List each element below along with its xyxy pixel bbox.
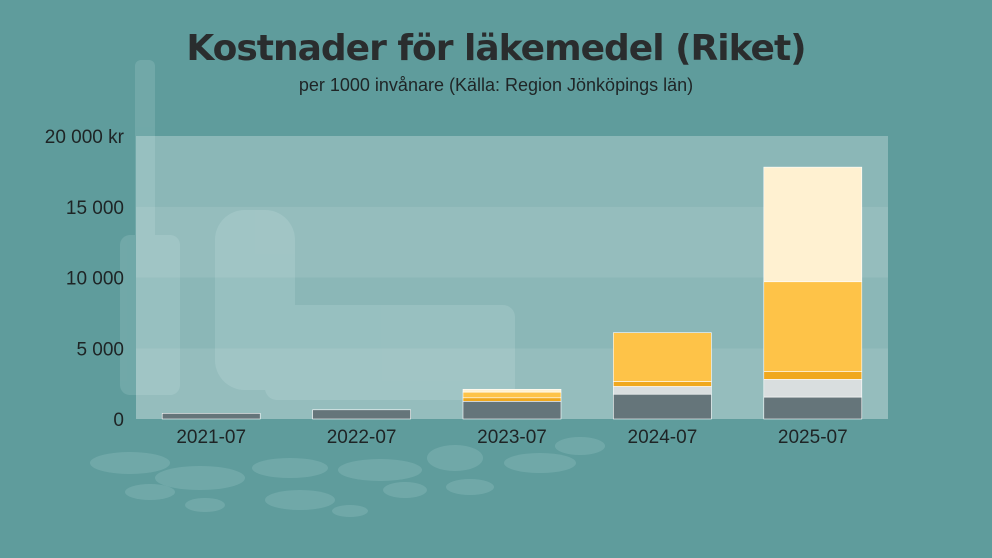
y-tick-label: 10 000 [66, 269, 124, 290]
bar-segment [462, 391, 562, 399]
bar-segment [462, 401, 562, 420]
x-tick-label: 2021-07 [176, 427, 246, 448]
chart-subtitle: per 1000 invånare (Källa: Region Jönköpi… [298, 75, 694, 95]
bar-segment [613, 393, 712, 420]
y-tick-label: 15 000 [66, 198, 124, 219]
bar-segment [462, 397, 562, 402]
bar-segment [312, 409, 411, 420]
bar-segment [613, 386, 712, 395]
grid-band [136, 136, 888, 207]
x-tick-label: 2025-07 [778, 427, 848, 448]
bar-segment [763, 396, 863, 420]
bar-segment [613, 381, 712, 387]
bar-segment [462, 388, 562, 393]
x-tick-label: 2022-07 [327, 427, 397, 448]
grid-band [136, 206, 888, 278]
bar-segment [763, 281, 863, 372]
x-tick-label: 2023-07 [477, 427, 547, 448]
y-tick-label: 5 000 [76, 339, 124, 360]
bar-segment [161, 413, 261, 420]
chart-title: Kostnader för läkemedel (Riket) [186, 28, 806, 69]
grid-band [136, 277, 888, 349]
bar-segment [613, 332, 712, 382]
bar-segment [763, 166, 863, 283]
x-tick-label: 2024-07 [628, 427, 698, 448]
y-tick-label: 20 000 kr [45, 127, 125, 148]
y-tick-label: 0 [113, 410, 124, 431]
bar-segment [763, 379, 863, 398]
bar-segment [763, 371, 863, 380]
